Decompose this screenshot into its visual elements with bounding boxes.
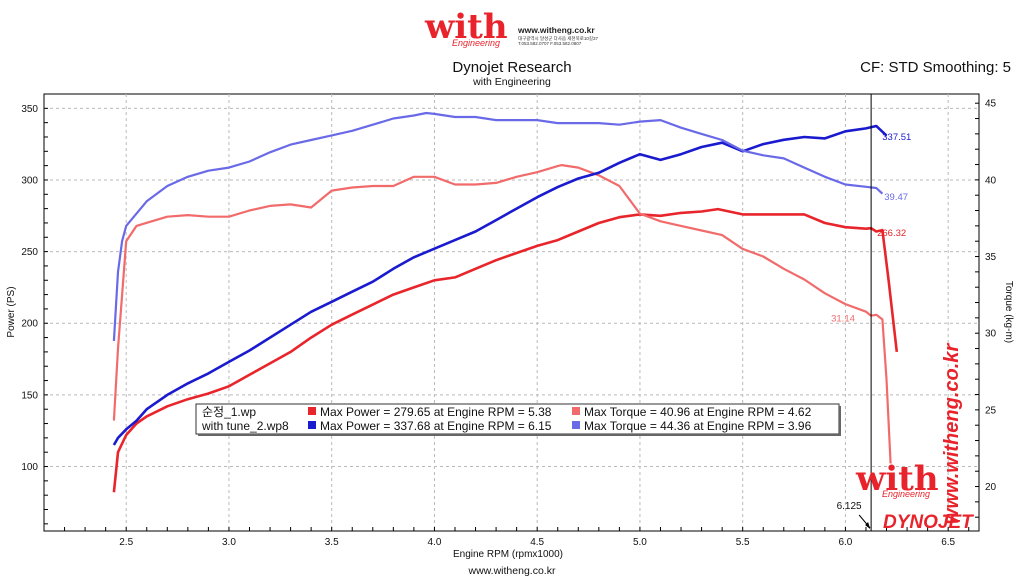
legend-run2-torque: Max Torque = 44.36 at Engine RPM = 3.96	[584, 419, 812, 433]
series-end-label: 31.14	[831, 314, 855, 325]
y-tick-label: 150	[21, 390, 38, 401]
footer-url: www.witheng.co.kr	[468, 565, 556, 576]
x-tick-label: 2.5	[119, 537, 133, 548]
corner-logo: with Engineering	[855, 459, 939, 499]
plot-area	[43, 93, 980, 532]
series-end-label: 39.47	[884, 192, 908, 203]
series-line-power-2	[112, 124, 888, 446]
side-watermark: www.witheng.co.kr	[941, 343, 963, 525]
y-axis-label: Power (PS)	[6, 286, 17, 337]
logo-url: www.witheng.co.kr	[517, 25, 595, 35]
legend-run1-torque-swatch	[572, 407, 580, 415]
logo-brand-text: with	[424, 7, 508, 47]
legend-run1-power-swatch	[308, 407, 316, 415]
series-line-power-0	[112, 207, 899, 493]
cursor-label: 6.125	[837, 501, 862, 512]
x-tick-label: 3.0	[222, 537, 236, 548]
y-tick-label: 300	[21, 175, 38, 186]
y-tick-label: 350	[21, 104, 38, 115]
x-tick-label: 5.5	[736, 537, 750, 548]
corner-logo-brand: with	[855, 459, 939, 499]
x-tick-label: 6.5	[941, 537, 955, 548]
corner-logo-tagline: Engineering	[882, 489, 930, 499]
legend-run1-power: Max Power = 279.65 at Engine RPM = 5.38	[320, 405, 552, 419]
y2-tick-label: 20	[985, 482, 997, 493]
brand-logo: with Engineering www.witheng.co.kr 대구광역시…	[424, 7, 598, 48]
y-tick-label: 100	[21, 462, 38, 473]
series-end-label: 337.51	[882, 132, 911, 143]
x-axis-label: Engine RPM (rpmx1000)	[453, 549, 563, 560]
y2-tick-label: 25	[985, 405, 997, 416]
x-tick-label: 4.0	[427, 537, 441, 548]
legend-run2-power-swatch	[308, 421, 316, 429]
y2-tick-label: 40	[985, 175, 997, 186]
y-tick-label: 200	[21, 319, 38, 330]
logo-address: 대구광역시 달성군 다사읍 세천북로10길37	[518, 35, 598, 42]
legend: 순정_1.wp Max Power = 279.65 at Engine RPM…	[195, 403, 841, 436]
chart-title: Dynojet Research	[452, 59, 571, 76]
y2-axis-label: Torque (kg-m)	[1003, 281, 1014, 343]
y2-tick-label: 30	[985, 329, 997, 340]
legend-run1-torque: Max Torque = 40.96 at Engine RPM = 4.62	[584, 405, 812, 419]
legend-run2-power: Max Power = 337.68 at Engine RPM = 6.15	[320, 419, 552, 433]
series-end-label: 266.32	[877, 228, 906, 239]
y2-tick-label: 45	[985, 99, 997, 110]
x-tick-label: 4.5	[530, 537, 544, 548]
legend-run1-name: 순정_1.wp	[202, 405, 256, 419]
y2-tick-label: 35	[985, 252, 997, 263]
legend-run2-name: with tune_2.wp8	[201, 419, 289, 433]
x-tick-label: 3.5	[325, 537, 339, 548]
legend-run2-torque-swatch	[572, 421, 580, 429]
series-line-torque-1	[112, 164, 892, 464]
y-tick-label: 250	[21, 247, 38, 258]
series-line-torque-3	[112, 111, 884, 341]
rpm-cursor: 6.125	[837, 94, 872, 531]
data-series: 266.32 31.14 337.51 39.47	[112, 111, 911, 493]
dynojet-logo: DYNOJET	[883, 512, 974, 533]
logo-tagline: Engineering	[452, 38, 500, 48]
logo-phone: T.053.582.0707 F.053.582.0807	[518, 41, 582, 46]
cursor-arrowhead	[865, 522, 871, 529]
x-tick-label: 5.0	[633, 537, 647, 548]
x-tick-label: 6.0	[838, 537, 852, 548]
axis-ticks: 2.5 3.0 3.5 4.0 4.5 5.0 5.5 6.0 6.5 100 150 200 250 3…	[21, 99, 996, 548]
chart-subtitle: with Engineering	[472, 76, 551, 88]
correction-factor: CF: STD Smoothing: 5	[860, 59, 1011, 76]
